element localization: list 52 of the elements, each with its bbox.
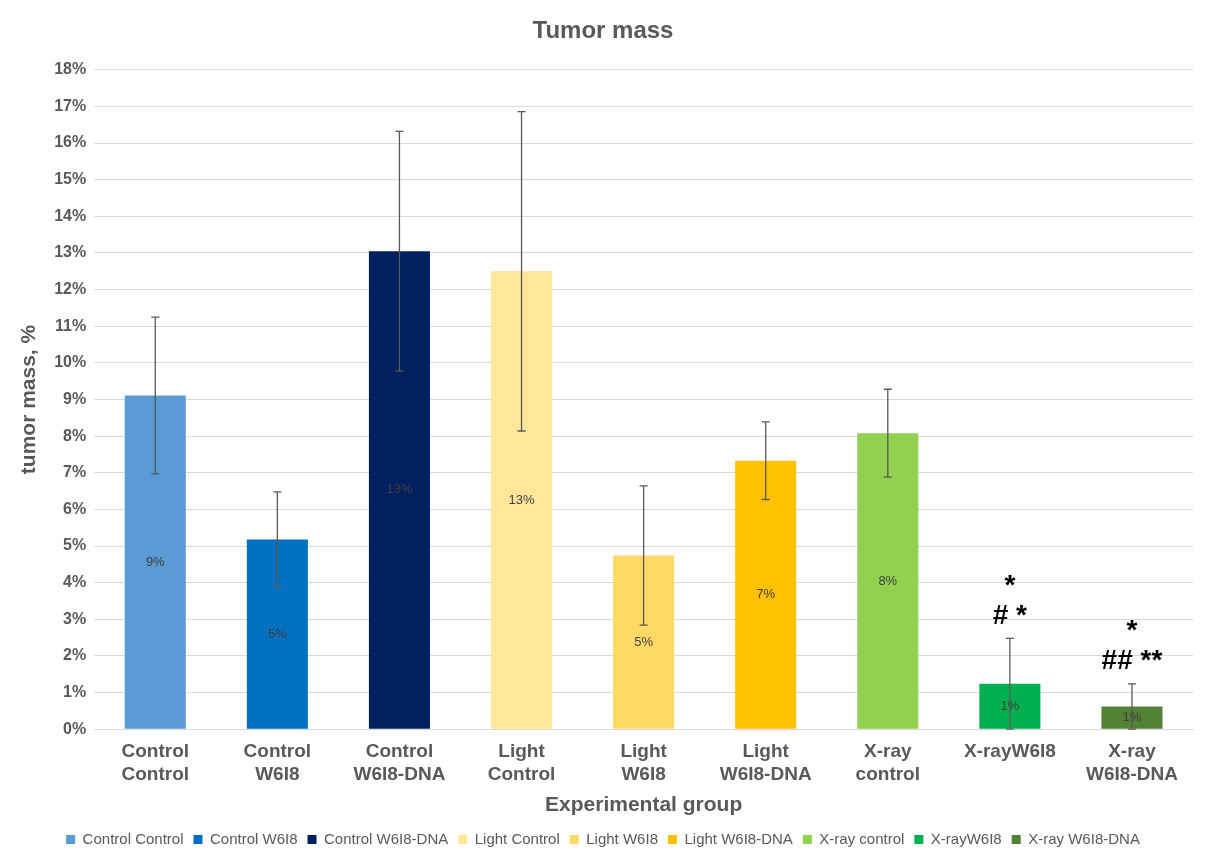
y-tick-label: 6% [63,499,87,517]
x-tick-label: Control Control [121,739,190,784]
data-label: 8% [878,572,898,588]
y-tick-label: 16% [54,133,87,151]
legend-label: X-ray control [819,829,905,847]
y-tick-label: 10% [54,353,87,371]
data-label: 13% [508,491,535,507]
data-label: 5% [634,633,654,649]
chart-title: Tumor mass [532,16,674,44]
x-tick-label: Control W6I8 [243,739,312,784]
legend-label: X-rayW6I8 [930,829,1002,847]
data-label: 5% [267,625,288,641]
x-tick-label: Light Control [487,739,556,784]
y-tick-label: 15% [54,170,87,188]
x-tick-label: X-ray control [855,739,920,784]
data-label: 13% [386,481,413,497]
legend-label: X-ray W6I8-DNA [1028,829,1140,847]
y-tick-label: 1% [63,682,87,700]
annotation: # * [992,599,1028,631]
x-tick-label: Light W6I8-DNA [719,739,812,784]
y-tick-label: 8% [63,426,87,444]
annotation: * [1126,614,1138,646]
x-tick-label: Light W6I8 [620,739,668,784]
legend-label: Light Control [474,829,560,847]
legend-label: Control Control [82,829,184,847]
data-label: 7% [756,586,776,602]
y-tick-label: 14% [54,206,87,224]
y-tick-label: 3% [63,609,87,627]
y-tick-label: 5% [63,536,87,554]
data-label: 1% [1122,709,1142,725]
legend-label: Light W6I8-DNA [684,829,793,847]
y-tick-label: 0% [63,719,87,737]
legend-label: Control W6I8 [209,829,298,847]
y-tick-label: 11% [55,316,87,334]
legend-label: Light W6I8 [586,829,658,847]
y-tick-label: 9% [63,389,87,407]
y-tick-label: 2% [63,646,87,664]
y-tick-label: 4% [63,573,87,591]
x-tick-label: X-ray W6I8-DNA [1086,739,1179,784]
y-tick-label: 17% [54,96,87,114]
data-label: 9% [145,553,166,569]
x-axis-title: Experimental group [545,792,743,816]
x-tick-label: Control W6I8-DNA [353,739,446,784]
x-tick-label: X-rayW6I8 [963,739,1056,761]
y-tick-label: 7% [63,463,87,481]
y-tick-label: 18% [54,60,87,78]
annotation: * [1004,569,1016,601]
legend-label: Control W6I8-DNA [324,829,449,847]
y-tick-label: 13% [54,243,87,261]
y-tick-label: 12% [54,280,87,298]
y-axis-title: tumor mass, % [16,324,40,475]
annotation: ## ** [1101,644,1163,676]
